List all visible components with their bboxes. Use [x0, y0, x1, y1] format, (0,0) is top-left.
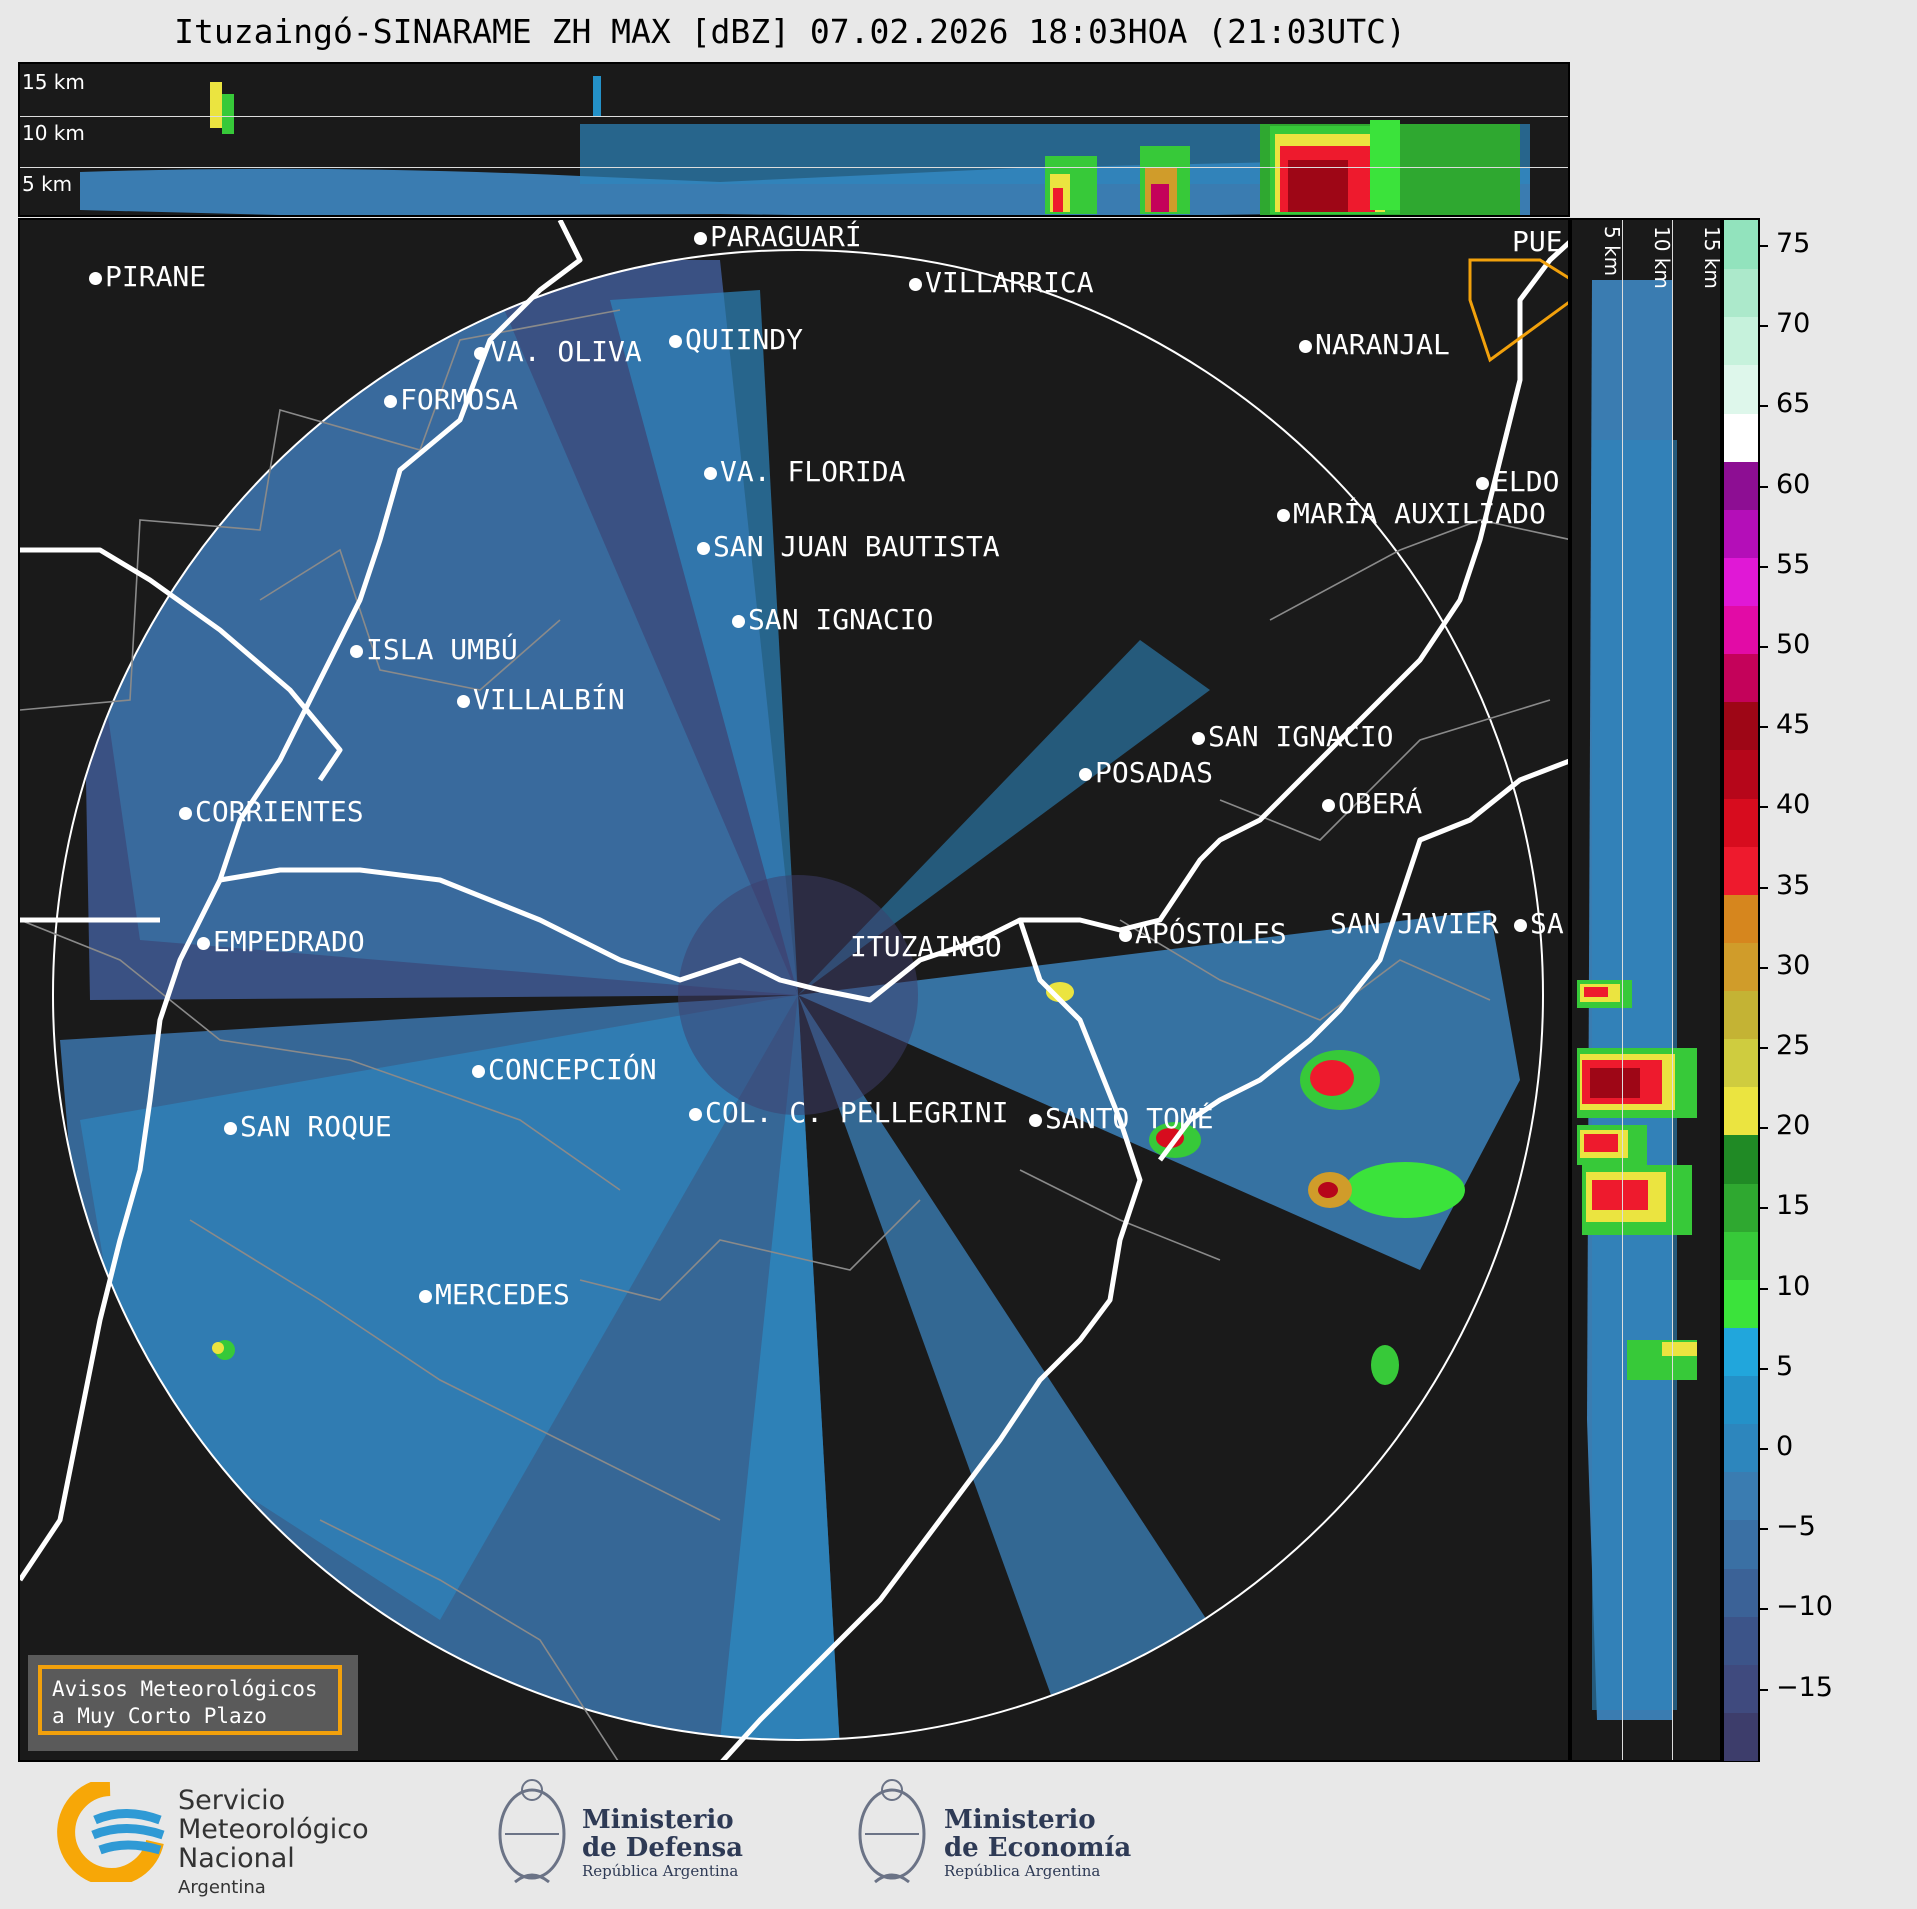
city-label: COL. C. PELLEGRINI	[689, 1096, 1008, 1129]
warning-notice: Avisos Meteorológicos a Muy Corto Plazo	[38, 1665, 342, 1735]
height-label-10km: 10 km	[22, 121, 85, 145]
colorbar-band	[1724, 268, 1758, 318]
city-label: ELDO	[1476, 465, 1559, 498]
warning-notice-box[interactable]: Avisos Meteorológicos a Muy Corto Plazo	[28, 1655, 358, 1751]
colorbar-band	[1724, 749, 1758, 799]
colorbar-band	[1724, 1326, 1758, 1376]
city-label: NARANJAL	[1299, 328, 1450, 361]
radar-image	[20, 220, 1568, 1760]
colorbar-band	[1724, 1615, 1758, 1665]
city-label: VILLALBÍN	[457, 683, 625, 716]
radar-map: PIRANE PARAGUARÍ VILLARRICA QUIINDY VA. …	[18, 218, 1570, 1762]
city-label: SAN JAVIER	[1330, 907, 1499, 940]
city-label: PUE	[1512, 225, 1563, 258]
colorbar-band	[1724, 1230, 1758, 1280]
city-label: VA. OLIVA	[474, 335, 642, 368]
city-label: EMPEDRADO	[197, 925, 365, 958]
top-cross-section: 15 km 10 km 5 km	[18, 62, 1570, 217]
colorbar-band	[1724, 1182, 1758, 1232]
city-label: MARÍA AUXILIADO	[1277, 497, 1546, 530]
city-label: VA. FLORIDA	[704, 455, 905, 488]
city-label: MERCEDES	[419, 1278, 570, 1311]
colorbar-band	[1724, 364, 1758, 414]
colorbar-band	[1724, 1519, 1758, 1569]
height-label-15km: 15 km	[22, 70, 85, 94]
colorbar-band	[1724, 1567, 1758, 1617]
colorbar-band	[1724, 893, 1758, 943]
city-label: PIRANE	[89, 260, 206, 293]
city-label: CORRIENTES	[179, 795, 364, 828]
colorbar-band	[1724, 797, 1758, 847]
city-label: QUIINDY	[669, 323, 803, 356]
city-label: SAN JUAN BAUTISTA	[697, 530, 1000, 563]
colorbar-band	[1724, 1471, 1758, 1521]
height-label-5km: 5 km	[22, 172, 73, 196]
city-label: ISLA UMBÚ	[350, 633, 518, 666]
colorbar-band	[1724, 1038, 1758, 1088]
colorbar-band	[1724, 1375, 1758, 1425]
colorbar-band	[1724, 316, 1758, 366]
city-label: SAN ROQUE	[224, 1110, 392, 1143]
colorbar-band	[1724, 845, 1758, 895]
colorbar-band	[1724, 1086, 1758, 1136]
city-label: SAN IGNACIO	[732, 603, 933, 636]
colorbar-band	[1724, 1663, 1758, 1713]
argentina-coat-of-arms-icon	[858, 1779, 926, 1884]
city-label: PARAGUARÍ	[694, 220, 862, 253]
city-label: SANTO TOMÉ	[1029, 1102, 1214, 1135]
ministerio-economia-name: Ministerio de Economía República Argenti…	[944, 1805, 1132, 1880]
city-label: VILLARRICA	[909, 266, 1094, 299]
colorbar-band	[1724, 1134, 1758, 1184]
colorbar-band	[1724, 1423, 1758, 1473]
radar-site-label: ITUZAINGÓ	[850, 930, 1002, 963]
city-label: SA	[1514, 907, 1564, 940]
colorbar-band	[1724, 220, 1758, 270]
colorbar-band	[1724, 1711, 1758, 1761]
smn-logo	[57, 1782, 165, 1882]
colorbar-band	[1724, 460, 1758, 510]
height-label-5km: 5 km	[1600, 226, 1624, 277]
colorbar-band	[1724, 990, 1758, 1040]
side-cross-section-echo	[1577, 280, 1697, 1720]
colorbar-band	[1724, 412, 1758, 462]
city-label: POSADAS	[1079, 756, 1213, 789]
top-cross-section-echo	[80, 76, 1530, 215]
reflectivity-colorbar	[1722, 218, 1760, 1762]
city-label: CONCEPCIÓN	[472, 1053, 657, 1086]
city-label: OBERÁ	[1322, 787, 1422, 820]
city-label: APÓSTOLES	[1119, 917, 1287, 950]
chart-title: Ituzaingó-SINARAME ZH MAX [dBZ] 07.02.20…	[174, 12, 1406, 51]
colorbar-band	[1724, 556, 1758, 606]
height-label-15km: 15 km	[1700, 226, 1722, 289]
colorbar-band	[1724, 941, 1758, 991]
colorbar-band	[1724, 605, 1758, 655]
ministerio-defensa-name: Ministerio de Defensa República Argentin…	[582, 1805, 743, 1880]
city-label: FORMOSA	[384, 383, 518, 416]
height-label-10km: 10 km	[1650, 226, 1674, 289]
colorbar-band	[1724, 701, 1758, 751]
smn-name: Servicio Meteorológico Nacional Argentin…	[178, 1785, 369, 1898]
city-label: SAN IGNACIO	[1192, 720, 1393, 753]
side-cross-section: 5 km 10 km 15 km	[1570, 218, 1722, 1762]
colorbar-band	[1724, 508, 1758, 558]
argentina-coat-of-arms-icon	[498, 1779, 566, 1884]
colorbar-band	[1724, 1278, 1758, 1328]
colorbar-band	[1724, 653, 1758, 703]
